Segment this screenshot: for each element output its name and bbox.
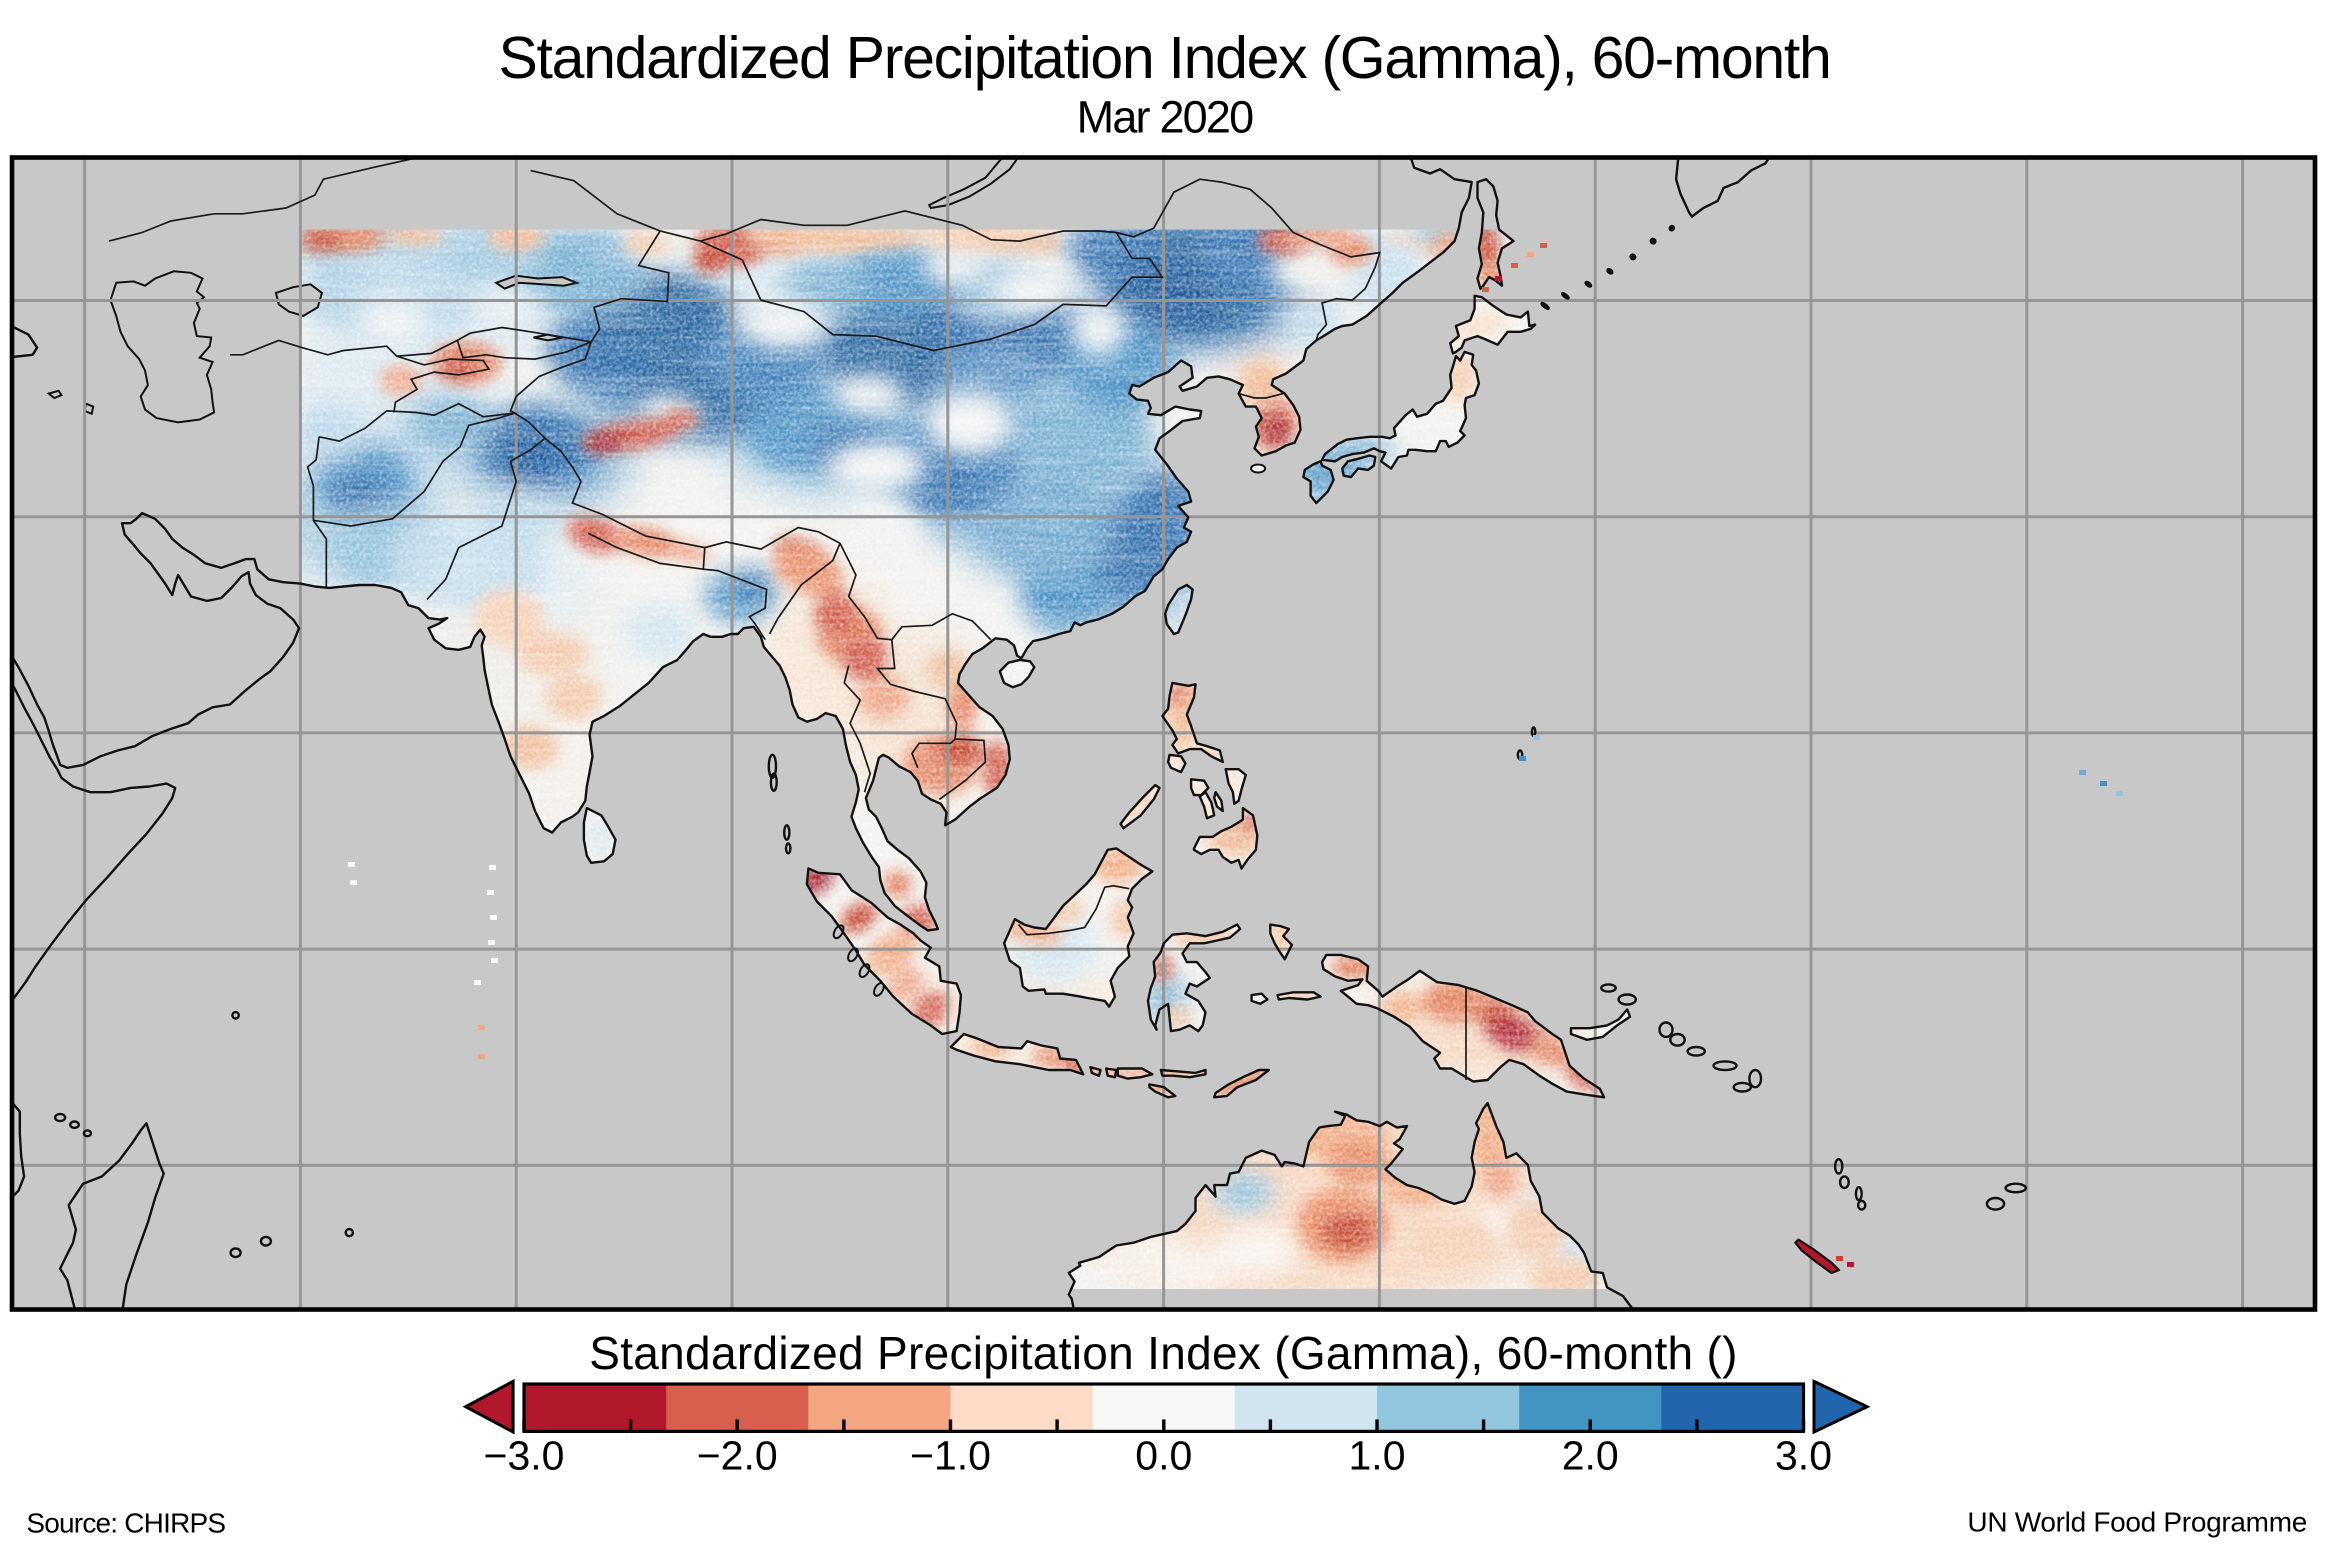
svg-text:3.0: 3.0 [1775,1433,1832,1479]
svg-text:1.0: 1.0 [1349,1433,1406,1479]
svg-text:Standardized Precipitation Ind: Standardized Precipitation Index (Gamma)… [498,25,1830,91]
svg-text:−1.0: −1.0 [910,1433,991,1479]
svg-text:Source: CHIRPS: Source: CHIRPS [26,1508,225,1539]
svg-text:2.0: 2.0 [1562,1433,1619,1479]
svg-text:−2.0: −2.0 [697,1433,778,1479]
svg-text:Standardized Precipitation Ind: Standardized Precipitation Index (Gamma)… [589,1327,1738,1379]
svg-text:Mar 2020: Mar 2020 [1077,92,1253,143]
svg-text:0.0: 0.0 [1135,1433,1192,1479]
svg-text:−3.0: −3.0 [484,1433,565,1479]
svg-text:UN World Food Programme: UN World Food Programme [1967,1506,2307,1537]
